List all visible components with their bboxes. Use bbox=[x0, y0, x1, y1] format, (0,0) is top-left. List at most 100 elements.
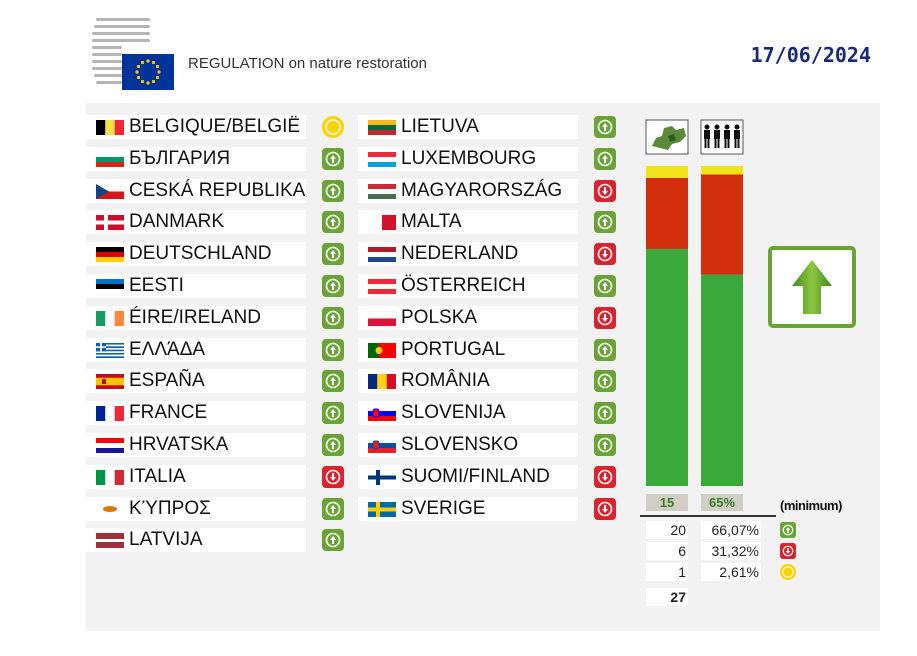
vote-for-icon bbox=[322, 147, 344, 170]
eu-star-icon bbox=[135, 70, 139, 74]
flag-icon bbox=[96, 374, 124, 390]
flag-icon bbox=[368, 310, 396, 326]
country-name: EESTI bbox=[129, 275, 184, 296]
flag-icon bbox=[368, 469, 396, 485]
country-row: DEUTSCHLAND bbox=[86, 241, 352, 267]
country-row: POLSKA bbox=[358, 305, 624, 331]
summary-percent: 31,32% bbox=[701, 542, 761, 560]
summary-total: 27 bbox=[646, 588, 688, 606]
country-name: DANMARK bbox=[129, 211, 225, 233]
country-name: CESKÁ REPUBLIKA bbox=[129, 179, 306, 201]
flag-icon bbox=[368, 406, 396, 422]
country-name: LIETUVA bbox=[401, 116, 479, 137]
vote-for-icon bbox=[780, 522, 796, 538]
country-name: SLOVENSKO bbox=[401, 434, 519, 455]
country-row: CESKÁ REPUBLIKA bbox=[86, 178, 352, 204]
vote-for-icon bbox=[594, 434, 616, 456]
eu-star-icon bbox=[155, 75, 160, 80]
building-stripes bbox=[92, 18, 150, 84]
country-name: MAGYARORSZÁG bbox=[401, 179, 563, 201]
country-row: SUOMI/FINLAND bbox=[358, 464, 624, 490]
country-row: ITALIA bbox=[86, 464, 352, 490]
country-name: MALTA bbox=[401, 211, 462, 233]
country-name: HRVATSKA bbox=[129, 434, 229, 455]
summary-percent: 2,61% bbox=[701, 563, 761, 581]
vote-against-icon bbox=[322, 465, 344, 488]
vote-against-icon bbox=[780, 543, 796, 559]
vote-for-icon bbox=[322, 338, 344, 361]
vote-for-icon bbox=[594, 370, 616, 393]
vote-for-icon bbox=[594, 402, 616, 425]
eu-star-icon bbox=[155, 64, 160, 69]
country-row: NEDERLAND bbox=[358, 241, 624, 267]
country-row: ΕΛΛΆΔΑ bbox=[86, 337, 352, 363]
summary-divider bbox=[640, 515, 776, 517]
vote-for-icon bbox=[322, 402, 344, 425]
country-row: EESTI bbox=[86, 273, 352, 299]
country-name: ΚΎΠΡΟΣ bbox=[129, 497, 211, 519]
country-name: ITALIA bbox=[129, 465, 186, 487]
country-name: ESPAÑA bbox=[129, 370, 205, 392]
flag-icon bbox=[96, 533, 124, 549]
country-name: NEDERLAND bbox=[401, 243, 519, 265]
vote-for-icon bbox=[322, 211, 344, 234]
flag-icon bbox=[368, 374, 396, 390]
country-name: SLOVENIJA bbox=[401, 402, 506, 424]
flag-icon bbox=[96, 151, 124, 167]
country-row: PORTUGAL bbox=[358, 337, 624, 363]
eu-star-icon bbox=[157, 70, 161, 74]
flag-icon bbox=[96, 501, 124, 517]
summary-count: 1 bbox=[646, 563, 688, 581]
country-name: SUOMI/FINLAND bbox=[401, 465, 550, 487]
country-name: ΕΛΛΆΔΑ bbox=[129, 338, 206, 360]
vote-against-icon bbox=[594, 465, 616, 488]
flag-icon bbox=[368, 120, 396, 135]
eu-star-icon bbox=[140, 79, 145, 84]
country-name: DEUTSCHLAND bbox=[129, 243, 272, 265]
country-row: SVERIGE bbox=[358, 496, 624, 522]
vote-for-icon bbox=[322, 529, 344, 552]
country-row: LATVIJA bbox=[86, 527, 352, 553]
country-name: LATVIJA bbox=[129, 529, 203, 551]
vote-for-icon bbox=[322, 434, 344, 456]
country-row: ΚΎΠΡΟΣ bbox=[86, 496, 352, 522]
threshold-note: (minimum) bbox=[780, 498, 842, 513]
country-name: БЪЛГАРИЯ bbox=[129, 147, 231, 169]
country-name: LUXEMBOURG bbox=[401, 147, 537, 169]
flag-icon bbox=[96, 247, 124, 263]
vote-for-icon bbox=[322, 275, 344, 297]
vote-for-icon bbox=[594, 147, 616, 170]
flag-icon bbox=[368, 501, 396, 517]
country-name: PORTUGAL bbox=[401, 338, 506, 360]
country-name: FRANCE bbox=[129, 402, 208, 424]
vote-date: 17/06/2024 bbox=[750, 43, 871, 67]
vote-for-icon bbox=[322, 306, 344, 329]
flag-icon bbox=[96, 279, 124, 294]
vote-abstain-icon bbox=[322, 116, 344, 138]
eu-star-icon bbox=[140, 60, 145, 65]
country-row: БЪЛГАРИЯ bbox=[86, 146, 352, 172]
eu-star-icon bbox=[136, 75, 141, 80]
country-row: MALTA bbox=[358, 209, 624, 235]
eu-star-icon bbox=[146, 81, 150, 85]
vote-for-icon bbox=[322, 370, 344, 393]
flag-icon bbox=[96, 183, 124, 199]
flag-icon bbox=[368, 342, 396, 358]
summary-count: 20 bbox=[646, 521, 688, 539]
flag-icon bbox=[368, 183, 396, 199]
eu-star-icon bbox=[151, 60, 156, 65]
vote-against-icon bbox=[594, 306, 616, 329]
country-row: SLOVENSKO bbox=[358, 432, 624, 458]
country-row: DANMARK bbox=[86, 209, 352, 235]
vote-against-icon bbox=[594, 179, 616, 202]
council-logo bbox=[92, 18, 174, 90]
country-row: FRANCE bbox=[86, 400, 352, 426]
flag-icon bbox=[96, 310, 124, 326]
vote-for-icon bbox=[322, 179, 344, 202]
country-name: POLSKA bbox=[401, 306, 478, 328]
country-row: ÉIRE/IRELAND bbox=[86, 305, 352, 331]
country-name: BELGIQUE/BELGIË bbox=[129, 116, 301, 137]
eu-star-icon bbox=[136, 64, 141, 69]
flag-icon bbox=[368, 279, 396, 294]
flag-icon bbox=[368, 215, 396, 231]
